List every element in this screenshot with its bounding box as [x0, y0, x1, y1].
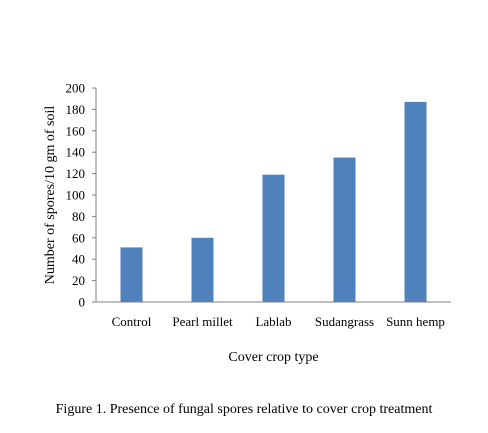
- bar-control: [120, 247, 143, 302]
- y-tick-label: 0: [79, 295, 86, 310]
- y-tick-label: 80: [72, 209, 85, 224]
- figure-caption: Figure 1. Presence of fungal spores rela…: [55, 402, 433, 417]
- y-tick-label: 40: [72, 252, 85, 267]
- x-tick-label: Sudangrass: [315, 314, 374, 329]
- y-tick-label: 160: [66, 123, 86, 138]
- x-tick-label: Lablab: [255, 314, 291, 329]
- x-tick-label: Pearl millet: [172, 314, 233, 329]
- y-tick-label: 200: [66, 81, 86, 96]
- x-axis-ticks: Control Pearl millet Lablab Sudangrass Sunn …: [112, 314, 445, 329]
- bar-lablab: [262, 174, 285, 302]
- bar-sunn-hemp: [404, 101, 427, 302]
- y-tick-label: 180: [66, 102, 86, 117]
- x-tick-label: Control: [112, 314, 152, 329]
- x-axis-title: Cover crop type: [228, 350, 318, 365]
- x-tick-label: Sunn hemp: [386, 314, 445, 329]
- y-axis-title: Number of spores/10 gm of soil: [43, 106, 58, 285]
- bars: [120, 101, 427, 302]
- bar-pearl-millet: [191, 237, 214, 302]
- y-tick-label: 60: [72, 230, 85, 245]
- bar-sudangrass: [333, 157, 356, 302]
- y-tick-label: 120: [66, 166, 86, 181]
- y-tick-label: 100: [66, 188, 86, 203]
- y-axis-ticks: 0 20 40 60 80 100 120 140 160 180 200: [66, 81, 96, 310]
- y-tick-label: 140: [66, 145, 86, 160]
- y-tick-label: 20: [72, 273, 85, 288]
